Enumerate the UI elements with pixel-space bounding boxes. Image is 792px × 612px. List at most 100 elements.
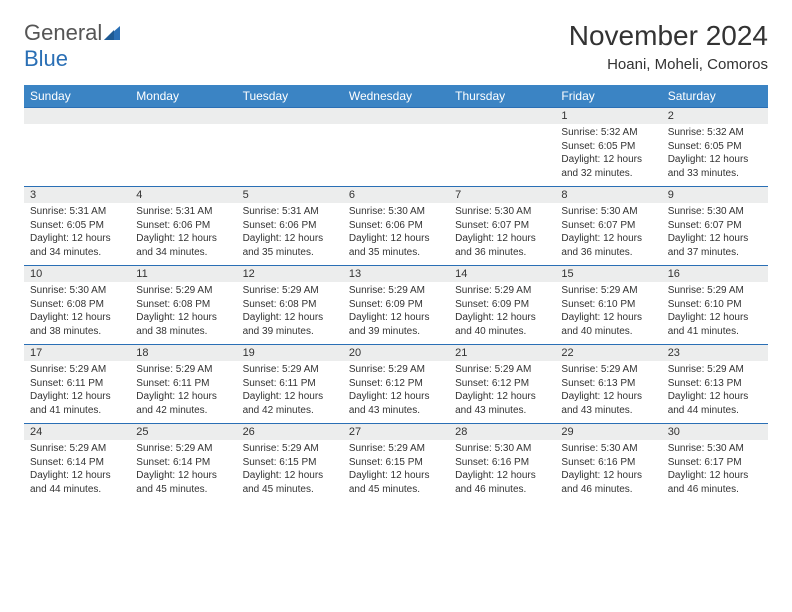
daylight-text-1: Daylight: 12 hours	[30, 232, 124, 246]
daylight-text-2: and 43 minutes.	[455, 404, 549, 418]
daylight-text-1: Daylight: 12 hours	[561, 311, 655, 325]
brand-word2: Blue	[24, 46, 68, 71]
day-data-cell: Sunrise: 5:29 AMSunset: 6:09 PMDaylight:…	[343, 282, 449, 345]
day-data-cell: Sunrise: 5:29 AMSunset: 6:15 PMDaylight:…	[237, 440, 343, 502]
sunrise-text: Sunrise: 5:30 AM	[349, 205, 443, 219]
page-title: November 2024	[569, 20, 768, 52]
day-number-cell: 24	[24, 424, 130, 441]
daylight-text-1: Daylight: 12 hours	[349, 390, 443, 404]
day-number-cell: 21	[449, 345, 555, 362]
daylight-text-2: and 42 minutes.	[243, 404, 337, 418]
day-number-cell: 26	[237, 424, 343, 441]
calendar-table: Sunday Monday Tuesday Wednesday Thursday…	[24, 85, 768, 502]
sunset-text: Sunset: 6:14 PM	[30, 456, 124, 470]
daylight-text-1: Daylight: 12 hours	[243, 232, 337, 246]
sunset-text: Sunset: 6:08 PM	[30, 298, 124, 312]
sunrise-text: Sunrise: 5:30 AM	[561, 442, 655, 456]
daylight-text-1: Daylight: 12 hours	[668, 311, 762, 325]
daylight-text-2: and 45 minutes.	[136, 483, 230, 497]
sunrise-text: Sunrise: 5:30 AM	[455, 205, 549, 219]
day-data-cell: Sunrise: 5:29 AMSunset: 6:13 PMDaylight:…	[555, 361, 661, 424]
day-data-cell: Sunrise: 5:29 AMSunset: 6:11 PMDaylight:…	[130, 361, 236, 424]
day-number-cell: 13	[343, 266, 449, 283]
sunrise-text: Sunrise: 5:30 AM	[668, 205, 762, 219]
day-data-cell: Sunrise: 5:32 AMSunset: 6:05 PMDaylight:…	[555, 124, 661, 187]
day-data-cell: Sunrise: 5:30 AMSunset: 6:07 PMDaylight:…	[662, 203, 768, 266]
daylight-text-2: and 34 minutes.	[136, 246, 230, 260]
day-data-row: Sunrise: 5:30 AMSunset: 6:08 PMDaylight:…	[24, 282, 768, 345]
day-data-row: Sunrise: 5:29 AMSunset: 6:11 PMDaylight:…	[24, 361, 768, 424]
sunrise-text: Sunrise: 5:30 AM	[668, 442, 762, 456]
daylight-text-1: Daylight: 12 hours	[30, 390, 124, 404]
daylight-text-2: and 34 minutes.	[30, 246, 124, 260]
day-data-cell	[237, 124, 343, 187]
day-number-cell: 20	[343, 345, 449, 362]
daylight-text-2: and 32 minutes.	[561, 167, 655, 181]
daylight-text-1: Daylight: 12 hours	[243, 469, 337, 483]
day-data-row: Sunrise: 5:29 AMSunset: 6:14 PMDaylight:…	[24, 440, 768, 502]
daylight-text-2: and 38 minutes.	[136, 325, 230, 339]
daylight-text-1: Daylight: 12 hours	[30, 469, 124, 483]
day-number-cell: 25	[130, 424, 236, 441]
daylight-text-2: and 40 minutes.	[561, 325, 655, 339]
day-data-cell: Sunrise: 5:29 AMSunset: 6:08 PMDaylight:…	[237, 282, 343, 345]
sunset-text: Sunset: 6:11 PM	[136, 377, 230, 391]
day-number-cell	[449, 108, 555, 125]
brand-logo: General Blue	[24, 20, 124, 72]
weekday-header: Wednesday	[343, 85, 449, 108]
daylight-text-2: and 45 minutes.	[349, 483, 443, 497]
day-number-row: 3456789	[24, 187, 768, 204]
daylight-text-2: and 38 minutes.	[30, 325, 124, 339]
day-number-cell: 4	[130, 187, 236, 204]
day-data-cell: Sunrise: 5:29 AMSunset: 6:14 PMDaylight:…	[130, 440, 236, 502]
day-number-cell: 1	[555, 108, 661, 125]
day-number-row: 24252627282930	[24, 424, 768, 441]
sunset-text: Sunset: 6:12 PM	[349, 377, 443, 391]
weekday-header: Saturday	[662, 85, 768, 108]
sunset-text: Sunset: 6:08 PM	[136, 298, 230, 312]
day-number-cell: 7	[449, 187, 555, 204]
daylight-text-2: and 45 minutes.	[243, 483, 337, 497]
daylight-text-2: and 43 minutes.	[561, 404, 655, 418]
sunset-text: Sunset: 6:16 PM	[561, 456, 655, 470]
day-data-cell: Sunrise: 5:30 AMSunset: 6:06 PMDaylight:…	[343, 203, 449, 266]
daylight-text-1: Daylight: 12 hours	[561, 390, 655, 404]
day-number-cell: 19	[237, 345, 343, 362]
day-data-row: Sunrise: 5:31 AMSunset: 6:05 PMDaylight:…	[24, 203, 768, 266]
day-number-cell: 8	[555, 187, 661, 204]
day-number-cell	[237, 108, 343, 125]
daylight-text-2: and 44 minutes.	[30, 483, 124, 497]
day-data-cell: Sunrise: 5:29 AMSunset: 6:11 PMDaylight:…	[24, 361, 130, 424]
day-number-cell: 16	[662, 266, 768, 283]
daylight-text-2: and 35 minutes.	[349, 246, 443, 260]
weekday-header-row: Sunday Monday Tuesday Wednesday Thursday…	[24, 85, 768, 108]
sunrise-text: Sunrise: 5:29 AM	[243, 284, 337, 298]
daylight-text-1: Daylight: 12 hours	[349, 469, 443, 483]
sunrise-text: Sunrise: 5:32 AM	[561, 126, 655, 140]
daylight-text-1: Daylight: 12 hours	[668, 153, 762, 167]
day-number-row: 10111213141516	[24, 266, 768, 283]
sunset-text: Sunset: 6:12 PM	[455, 377, 549, 391]
sunset-text: Sunset: 6:10 PM	[668, 298, 762, 312]
sunset-text: Sunset: 6:17 PM	[668, 456, 762, 470]
daylight-text-2: and 35 minutes.	[243, 246, 337, 260]
daylight-text-2: and 42 minutes.	[136, 404, 230, 418]
daylight-text-2: and 36 minutes.	[561, 246, 655, 260]
day-number-cell: 30	[662, 424, 768, 441]
day-data-cell: Sunrise: 5:29 AMSunset: 6:08 PMDaylight:…	[130, 282, 236, 345]
brand-word1: General	[24, 20, 102, 45]
weekday-header: Monday	[130, 85, 236, 108]
sunset-text: Sunset: 6:15 PM	[349, 456, 443, 470]
day-data-cell: Sunrise: 5:29 AMSunset: 6:13 PMDaylight:…	[662, 361, 768, 424]
sunset-text: Sunset: 6:07 PM	[455, 219, 549, 233]
day-data-cell: Sunrise: 5:30 AMSunset: 6:07 PMDaylight:…	[449, 203, 555, 266]
daylight-text-1: Daylight: 12 hours	[561, 469, 655, 483]
daylight-text-2: and 39 minutes.	[349, 325, 443, 339]
day-number-cell	[130, 108, 236, 125]
day-data-cell: Sunrise: 5:29 AMSunset: 6:11 PMDaylight:…	[237, 361, 343, 424]
calendar-body: 12 Sunrise: 5:32 AMSunset: 6:05 PMDaylig…	[24, 108, 768, 503]
daylight-text-1: Daylight: 12 hours	[561, 232, 655, 246]
day-number-cell: 11	[130, 266, 236, 283]
sunset-text: Sunset: 6:11 PM	[30, 377, 124, 391]
weekday-header: Thursday	[449, 85, 555, 108]
